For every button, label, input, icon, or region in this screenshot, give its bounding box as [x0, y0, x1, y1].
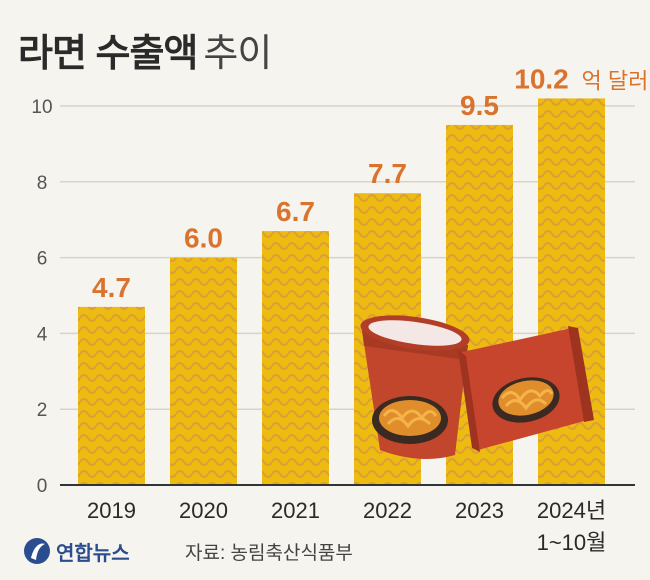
value-label: 9.5 [460, 90, 499, 121]
y-tick-label: 4 [37, 324, 48, 345]
noodle-illustration [360, 315, 594, 459]
x-tick-label: 2024년 [537, 498, 606, 523]
x-tick-sublabel: 1~10월 [537, 530, 607, 555]
value-label: 7.7 [368, 158, 407, 189]
value-label: 10.2 [514, 63, 569, 94]
bar [78, 306, 145, 485]
y-tick-label: 8 [37, 173, 48, 194]
title-main: 라면 수출액 [18, 33, 198, 75]
x-tick-label: 2019 [87, 498, 136, 523]
y-tick-label: 2 [37, 400, 48, 421]
x-tick-label: 2020 [179, 498, 228, 523]
yonhap-logo-icon [24, 538, 50, 564]
unit-label: 억 달러 [582, 68, 649, 93]
x-tick-label: 2023 [455, 498, 504, 523]
source-text: 자료: 농림축산식품부 [185, 543, 353, 564]
bar [170, 257, 237, 485]
bar [262, 231, 329, 485]
y-tick-label: 0 [37, 476, 48, 497]
value-label: 4.7 [92, 272, 131, 303]
yonhap-logo: 연합뉴스 [22, 536, 130, 566]
x-tick-label: 2021 [271, 498, 320, 523]
title-sub: 추이 [203, 33, 272, 75]
value-label: 6.0 [184, 223, 223, 254]
logo-text: 연합뉴스 [56, 542, 130, 565]
x-tick-label: 2022 [363, 498, 412, 523]
y-tick-label: 6 [37, 249, 48, 270]
value-label: 6.7 [276, 196, 315, 227]
chart-title: 라면 수출액 추이 [18, 22, 272, 77]
y-tick-label: 10 [31, 97, 52, 118]
